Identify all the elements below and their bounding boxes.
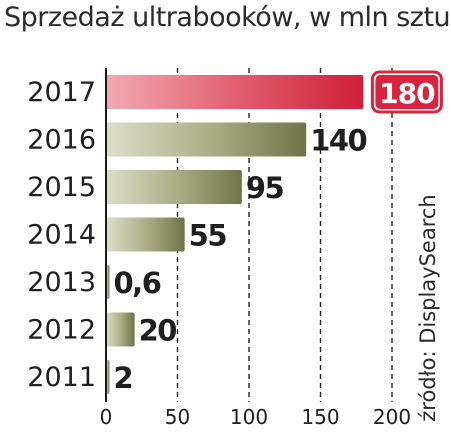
value-label-2014: 55 [189, 219, 227, 253]
category-label-2014: 2014 [27, 220, 96, 251]
category-label-2017: 2017 [27, 77, 96, 108]
bar-2016 [106, 122, 307, 157]
category-label-2011: 2011 [27, 362, 96, 393]
x-tick-150: 150 [301, 405, 339, 429]
bar-2014 [106, 217, 185, 252]
category-label-2015: 2015 [27, 172, 96, 203]
chart-title: Sprzedaż ultrabooków, w mln sztuk [4, 2, 451, 33]
source-note: źródło: DisplaySearch [416, 194, 440, 422]
highlight-label-bg [375, 75, 439, 109]
value-label-2015: 95 [246, 171, 284, 205]
value-label-2013: 0,6 [114, 266, 161, 300]
value-label-2016: 140 [310, 124, 366, 158]
bar-2017 [106, 75, 364, 109]
x-tick-200: 200 [373, 405, 411, 429]
value-label-2011: 2 [114, 361, 133, 395]
category-label-2013: 2013 [27, 267, 96, 298]
category-label-2012: 2012 [27, 315, 96, 346]
category-label-2016: 2016 [27, 125, 96, 156]
x-tick-0: 0 [100, 405, 113, 429]
x-tick-50: 50 [165, 405, 190, 429]
value-label-2017: 180 [379, 77, 435, 110]
value-label-2012: 20 [139, 314, 177, 348]
x-tick-100: 100 [230, 405, 268, 429]
bar-2015 [106, 170, 242, 204]
bar-2012 [106, 312, 135, 347]
